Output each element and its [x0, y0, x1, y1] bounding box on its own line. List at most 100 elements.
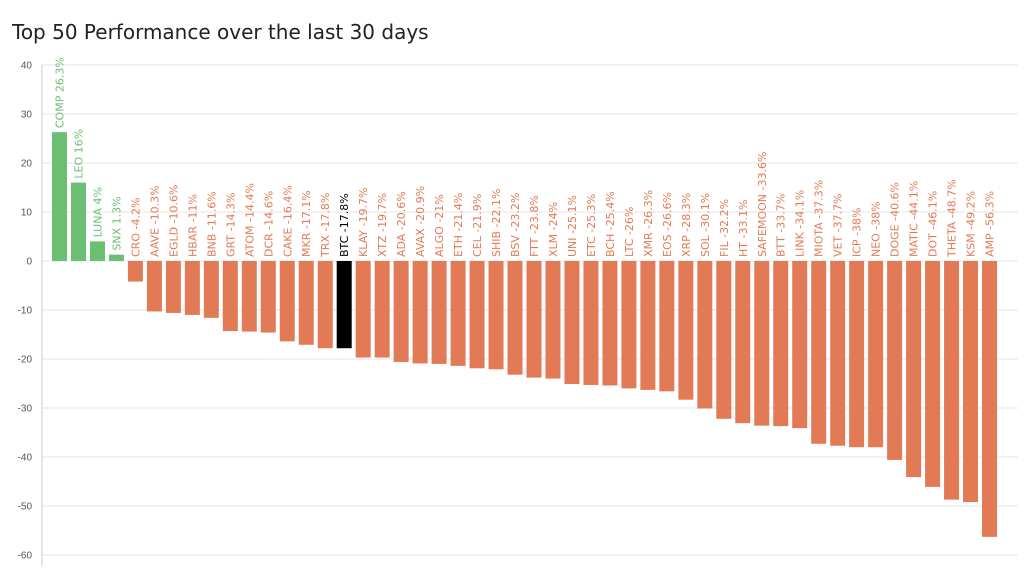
bar-label-bsv: BSV -23.2%	[509, 193, 522, 257]
bar-label-theta: THETA -48.7%	[946, 179, 959, 258]
bar-eth	[450, 261, 466, 366]
bar-label-icp: ICP -38%	[851, 208, 864, 257]
bar-label-snx: SNX 1.3%	[110, 196, 123, 250]
bar-label-xtz: XTZ -19.7%	[376, 193, 389, 257]
bar-aave	[146, 261, 162, 312]
bar-vet	[830, 261, 846, 446]
bar-cake	[279, 261, 295, 342]
y-tick-label: -20	[18, 355, 33, 366]
bar-avax	[412, 261, 428, 364]
bar-label-aave: AAVE -10.3%	[148, 185, 161, 257]
bar-label-comp: COMP 26.3%	[54, 57, 67, 128]
bar-label-etc: ETC -25.3%	[585, 194, 598, 257]
y-tick-label: 10	[21, 208, 33, 219]
bar-doge	[887, 261, 903, 460]
bar-mkr	[298, 261, 314, 345]
bar-sol	[697, 261, 713, 409]
bar-label-amp: AMP -56.3%	[984, 191, 997, 257]
bar-egld	[165, 261, 181, 313]
bar-cro	[127, 261, 143, 282]
bar-btc	[336, 261, 352, 349]
bar-dcr	[260, 261, 276, 333]
bar-label-sol: SOL -30.1%	[699, 193, 712, 257]
bar-label-ksm: KSM -49.2%	[965, 191, 978, 257]
bar-amp	[982, 261, 998, 537]
bar-label-btc: BTC -17.8%	[338, 193, 351, 257]
bar-safemoon	[754, 261, 770, 426]
bar-label-cro: CRO -4.2%	[129, 198, 142, 257]
bar-label-btt: BTT -33.7%	[775, 194, 788, 257]
bar-hbar	[184, 261, 200, 315]
bar-label-neo: NEO -38%	[870, 201, 883, 257]
bar-label-ada: ADA -20.6%	[395, 191, 408, 257]
bar-label-cake: CAKE -16.4%	[281, 185, 294, 257]
bar-theta	[944, 261, 960, 500]
bar-label-shib: SHIB -22.1%	[490, 189, 503, 257]
bar-label-dcr: DCR -14.6%	[262, 191, 275, 257]
bar-label-ht: HT -33.1%	[737, 200, 750, 257]
bar-label-miota: MIOTA -37.3%	[813, 180, 826, 257]
bar-shib	[488, 261, 504, 370]
bar-bsv	[507, 261, 523, 375]
bar-label-dot: DOT -46.1%	[927, 191, 940, 257]
bar-label-eth: ETH -21.4%	[452, 193, 465, 257]
bar-grt	[222, 261, 238, 332]
bar-algo	[431, 261, 447, 364]
bar-cel	[469, 261, 485, 369]
bar-label-uni: UNI -25.1%	[566, 195, 579, 257]
bar-label-doge: DOGE -40.6%	[889, 182, 902, 257]
bar-label-ftt: FTT -23.8%	[528, 195, 541, 257]
bar-neo	[868, 261, 884, 448]
bar-fil	[716, 261, 732, 419]
bar-luna	[89, 241, 105, 261]
bar-label-eos: EOS -26.6%	[661, 192, 674, 257]
bar-icp	[849, 261, 865, 448]
bar-label-vet: VET -37.7%	[832, 193, 845, 257]
bar-xrp	[678, 261, 694, 400]
bar-ht	[735, 261, 751, 424]
bar-eos	[659, 261, 675, 392]
bar-xmr	[640, 261, 656, 390]
bar-label-bch: BCH -25.4%	[604, 191, 617, 257]
bar-miota	[811, 261, 827, 444]
bars	[52, 132, 998, 537]
bar-matic	[906, 261, 922, 478]
y-tick-label: -10	[18, 306, 33, 317]
y-tick-label: 0	[26, 257, 32, 268]
bar-label-ltc: LTC -26%	[623, 207, 636, 257]
y-tick-label: -40	[18, 453, 33, 464]
bar-label-matic: MATIC -44.1%	[908, 181, 921, 257]
bar-label-avax: AVAX -20.9%	[414, 186, 427, 257]
bar-btt	[773, 261, 789, 427]
bar-uni	[564, 261, 580, 384]
bar-label-trx: TRX -17.8%	[319, 193, 332, 258]
bar-label-algo: ALGO -21%	[433, 194, 446, 257]
bar-label-bnb: BNB -11.6%	[205, 191, 218, 257]
bar-label-fil: FIL -32.2%	[718, 199, 731, 257]
bar-label-egld: EGLD -10.6%	[167, 185, 180, 257]
bar-label-hbar: HBAR -11%	[186, 194, 199, 257]
bar-bnb	[203, 261, 219, 318]
bar-comp	[52, 132, 67, 261]
bar-xlm	[545, 261, 561, 379]
bar-bch	[602, 261, 618, 386]
bar-label-luna: LUNA 4%	[91, 187, 104, 237]
bar-label-cel: CEL -21.9%	[471, 194, 484, 257]
y-tick-label: 40	[21, 61, 33, 72]
y-tick-label: -50	[18, 502, 33, 513]
bar-labels: COMP 26.3% LEO 16% LUNA 4% SNX 1.3% CRO -4.2…	[54, 57, 997, 258]
bar-label-xlm: XLM -24%	[547, 202, 560, 257]
bar-etc	[583, 261, 599, 385]
y-tick-label: -60	[18, 551, 33, 562]
bar-ada	[393, 261, 409, 362]
bar-leo	[70, 182, 86, 261]
bar-ksm	[963, 261, 979, 503]
y-axis-ticks: 40 30 20 10 0 -10 -20 -30 -40 -50 -60	[18, 61, 33, 562]
y-tick-label: 30	[21, 110, 33, 121]
bar-label-leo: LEO 16%	[72, 129, 85, 179]
bar-link	[792, 261, 808, 429]
bar-label-xmr: XMR -26.3%	[642, 190, 655, 257]
bar-klay	[355, 261, 371, 358]
bar-label-link: LINK -34.1%	[794, 190, 807, 257]
